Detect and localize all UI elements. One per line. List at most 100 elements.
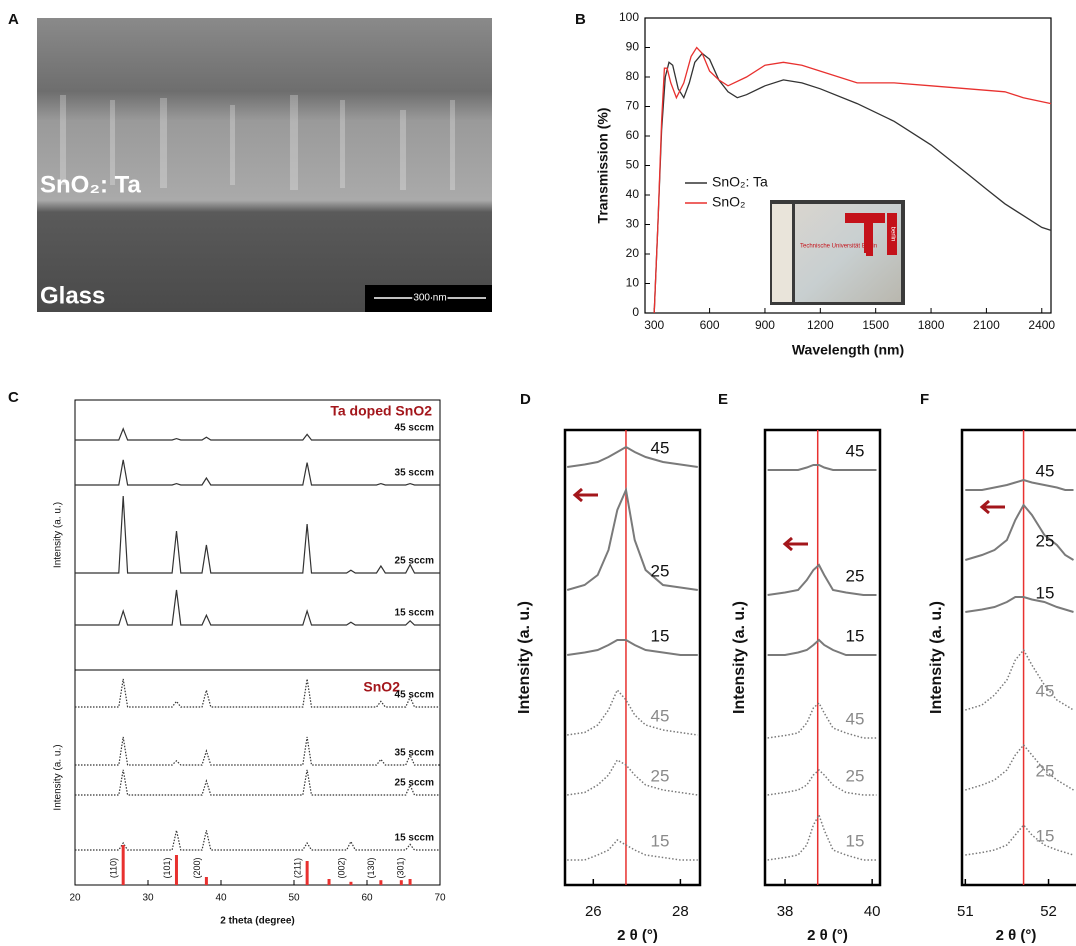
shift-arrow (979, 499, 1005, 515)
reference-bar (327, 879, 331, 885)
reference-bar (121, 845, 125, 885)
plot-frame (563, 428, 702, 887)
panel-label: B (575, 11, 586, 28)
xrd-trace (767, 563, 877, 596)
trace-label: 15 (651, 626, 670, 645)
y-axis-label: Intensity (a. u.) (53, 744, 64, 810)
reference-label: (110) (109, 858, 119, 878)
trace-label: 15 (846, 831, 865, 850)
xrd-trace (75, 427, 440, 441)
xrd-trace (965, 478, 1074, 491)
trace-label: 25 (1036, 531, 1055, 550)
trace-label: 15 (651, 831, 670, 850)
x-tick-label: 28 (672, 903, 689, 920)
panel-label: F (920, 391, 929, 408)
reference-bar (408, 879, 412, 885)
xrd-trace (567, 839, 698, 861)
xrd-trace (567, 445, 698, 468)
xrd-trace (567, 639, 698, 656)
panel-label: D (520, 391, 531, 408)
panel-label: C (8, 389, 19, 406)
y-tick-label: 40 (626, 187, 640, 201)
y-axis-label: Intensity (a. u.) (928, 601, 945, 714)
shift-arrow (782, 536, 808, 552)
x-tick-label: 1800 (918, 318, 945, 332)
x-axis-label: 2 θ (°) (617, 927, 658, 944)
trace-label: 15 (1036, 826, 1055, 845)
x-tick-label: 70 (434, 893, 446, 904)
x-tick-label: 1500 (862, 318, 889, 332)
xrd-trace (965, 743, 1074, 791)
y-tick-label: 30 (626, 217, 640, 231)
xrd-trace (767, 768, 877, 796)
xrd-trace (75, 589, 440, 626)
x-tick-label: 40 (215, 893, 227, 904)
shift-arrow (572, 487, 598, 503)
xrd-trace (567, 758, 698, 796)
plot-frame (960, 428, 1076, 887)
x-tick-label: 1200 (807, 318, 834, 332)
x-tick-label: 20 (69, 893, 81, 904)
inset-logo (845, 213, 885, 256)
x-tick-label: 300 (644, 318, 664, 332)
x-tick-label: 900 (755, 318, 775, 332)
xrd-trace (767, 464, 877, 471)
legend-label: SnO₂ (712, 194, 745, 210)
xrd-trace (566, 486, 698, 591)
y-axis-label: Intensity (a. u.) (516, 601, 533, 714)
y-tick-label: 100 (619, 10, 639, 24)
reference-label: (130) (366, 857, 376, 878)
trace-label: 15 sccm (395, 608, 435, 619)
y-tick-label: 10 (626, 276, 640, 290)
y-tick-label: 20 (626, 246, 640, 260)
y-tick-label: 50 (626, 158, 640, 172)
series-line (653, 46, 1052, 314)
reference-bar (399, 880, 403, 885)
x-tick-label: 60 (361, 893, 373, 904)
xrd-trace (75, 830, 440, 851)
xrd-trace (75, 769, 440, 796)
xrd-trace (965, 823, 1074, 856)
inset-text: Technische Universität Berlin (800, 244, 877, 250)
trace-label: 35 sccm (395, 468, 435, 479)
x-tick-label: 2100 (973, 318, 1000, 332)
xrd-trace (965, 596, 1074, 613)
panel-label: A (8, 11, 19, 28)
sem-image (37, 18, 492, 312)
trace-label: 45 (846, 709, 865, 728)
x-axis-label: 2 theta (degree) (220, 916, 294, 927)
y-tick-label: 80 (626, 69, 640, 83)
x-axis-label: 2 θ (°) (807, 927, 848, 944)
trace-label: 25 (651, 561, 670, 580)
x-axis-label: Wavelength (nm) (792, 342, 904, 358)
xrd-trace (767, 638, 877, 656)
y-axis-label: Transmission (%) (595, 108, 611, 224)
trace-label: 25 (1036, 761, 1055, 780)
sem-texture (60, 95, 455, 190)
reference-bar (204, 877, 208, 885)
plot-frame (74, 399, 441, 886)
trace-label: 15 sccm (395, 833, 435, 844)
layer-label: SnO₂: Ta (40, 171, 142, 198)
x-tick-label: 38 (777, 903, 794, 920)
inset-ruler (772, 204, 792, 302)
xrd-trace (767, 701, 877, 739)
xrd-trace (75, 678, 440, 708)
plot-frame (763, 428, 882, 887)
trace-label: 15 (1036, 583, 1055, 602)
reference-bar (349, 881, 353, 885)
inset-logo-bar (887, 213, 897, 255)
group-title: Ta doped SnO2 (330, 403, 432, 419)
trace-label: 25 (846, 766, 865, 785)
series-line (653, 52, 1052, 314)
y-tick-label: 90 (626, 40, 640, 54)
y-axis-label: Intensity (a. u.) (731, 601, 748, 714)
panel-label: E (718, 391, 728, 408)
y-tick-label: 70 (626, 99, 640, 113)
x-tick-label: 26 (585, 903, 602, 920)
x-axis-label: 2 θ (°) (996, 927, 1037, 944)
reference-label: (211) (293, 858, 303, 878)
trace-label: 45 (1036, 681, 1055, 700)
reference-label: (002) (336, 857, 346, 878)
